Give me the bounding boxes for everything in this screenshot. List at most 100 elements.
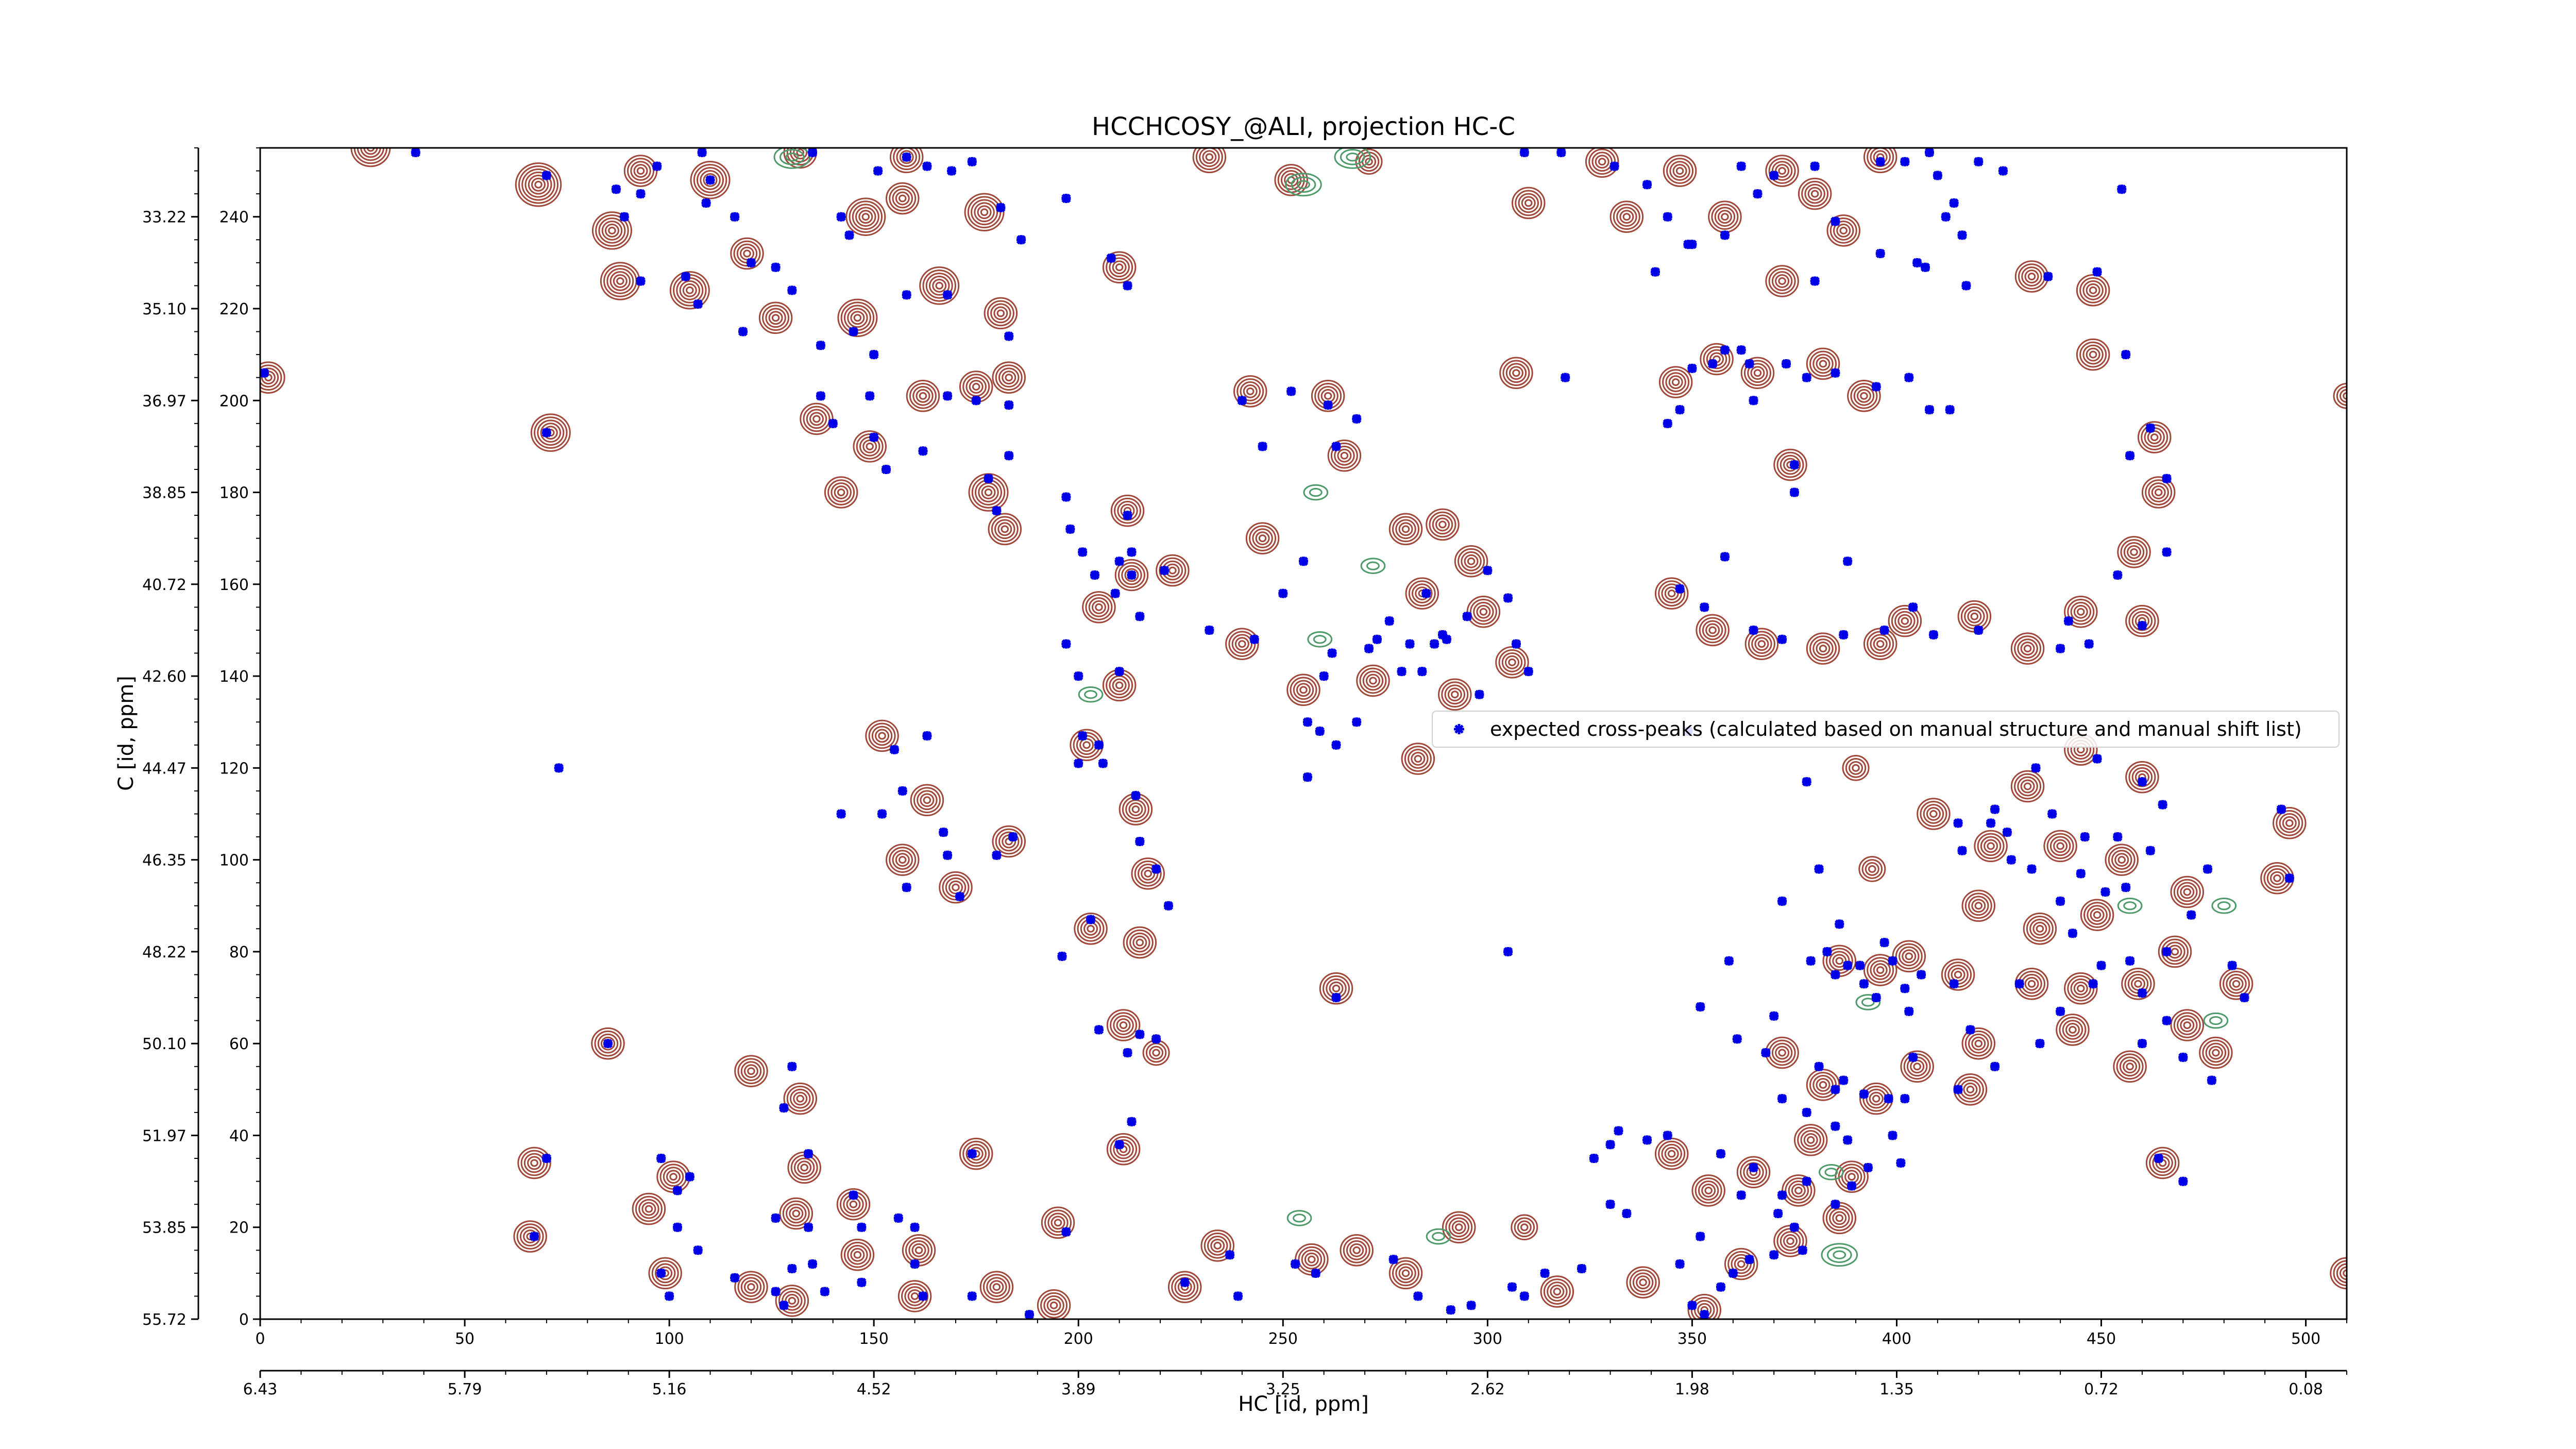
contour-line [1812,353,1834,374]
contour-line [1168,566,1177,575]
contour-line [778,1288,806,1314]
contour-line [1855,994,1881,1010]
expected-cross-peak [787,1062,797,1071]
contour-line [1337,448,1352,463]
expected-cross-peak [1831,368,1840,378]
contour-line [1346,1240,1367,1260]
contour-line [1514,1217,1535,1238]
negative-contour [1360,558,1386,574]
contour-line [2127,545,2142,559]
contour-line [878,732,886,740]
contour-line [1987,842,1995,850]
contour-peak [1106,1009,1141,1041]
contour-line [2093,911,2102,919]
expected-cross-peak [1990,1062,2000,1071]
expected-cross-peak [1884,1094,1893,1104]
expected-cross-peak [1331,992,1341,1003]
expected-cross-peak [2076,869,2086,879]
contour-line [1873,637,1888,651]
contour-line [992,1283,1001,1291]
expected-cross-peak [1904,1006,1914,1016]
contour-peak [1319,972,1353,1005]
y-tick-label: 0 [239,1311,249,1329]
expected-cross-peak [1642,1135,1652,1145]
contour-line [899,150,914,164]
contour-line [971,199,998,226]
expected-cross-peak [2002,828,2012,837]
negative-contour [1819,1164,1844,1181]
contour-line [1751,634,1772,654]
contour-line [1171,1274,1199,1300]
contour-line [1598,158,1606,166]
y-ppm-tick-label: 35.10 [142,300,187,318]
expected-cross-peak [1237,396,1247,406]
contour-line [855,207,876,227]
contour-line [1131,857,1165,890]
expected-cross-peak [1777,634,1787,644]
contour-line [690,161,731,199]
contour-line [2150,433,2159,442]
contour-line [2137,421,2172,453]
contour-line [2073,981,2088,996]
expected-cross-peak [1859,1089,1869,1099]
contour-line [1867,957,1894,983]
expected-cross-peak [1822,947,1832,957]
contour-line [1848,1173,1856,1181]
expected-cross-peak [1561,373,1570,382]
expected-cross-peak [2202,864,2213,874]
expected-cross-peak [1888,1131,1897,1140]
expected-cross-peak [2125,451,2135,461]
contour-line [1613,204,1640,230]
contour-line [1511,187,1546,220]
expected-cross-peak [656,1268,666,1278]
contour-line [679,280,701,300]
contour-peak [734,1271,768,1303]
expected-cross-peak [1511,639,1521,649]
expected-cross-peak [2100,887,2110,897]
contour-line [1451,690,1459,699]
contour-line [1255,531,1270,546]
expected-cross-peak [1663,212,1672,222]
contour-line [2056,842,2064,850]
contour-peak [2023,913,2057,945]
x-ppm-tick-label: 0.72 [2084,1380,2119,1399]
negative-contour [1821,1243,1858,1267]
y-tick-label: 60 [229,1035,249,1053]
contour-line [853,430,887,463]
expected-cross-peak [1875,157,1885,166]
contour-peak [1724,1248,1758,1280]
negative-contour [773,148,811,169]
negative-contour [1855,994,1881,1010]
contour-line [2173,879,2201,905]
contour-line [1454,545,1488,578]
contour-line [1479,608,1488,616]
expected-cross-peak [902,290,911,300]
contour-line [837,488,845,496]
expected-cross-peak [1871,382,1881,392]
expected-cross-peak [1605,1140,1615,1150]
expected-cross-peak [1286,386,1296,396]
x-ppm-tick-label: 6.43 [243,1380,278,1399]
contour-line [1832,954,1847,968]
contour-line [2077,984,2085,992]
x-ppm-tick-label: 2.62 [1470,1380,1505,1399]
contour-line [889,185,917,212]
x-tick-label: 500 [2291,1330,2320,1348]
expected-cross-peak [1675,1259,1685,1269]
contour-line [734,1271,768,1303]
contour-line [517,1147,551,1180]
contour-line [697,167,724,193]
contour-line [1408,580,1436,606]
contour-line [800,1164,808,1172]
contour-line [1816,1077,1831,1092]
contour-line [1821,1243,1858,1267]
contour-line [988,513,1022,546]
contour-line [932,279,947,293]
expected-cross-peak [1114,1140,1124,1150]
contour-line [1455,1223,1463,1232]
y-ppm-tick-label: 50.10 [142,1035,187,1053]
contour-line [1775,164,1790,178]
contour-line [2053,839,2068,853]
contour-line [1793,1124,1828,1156]
expected-cross-peak [828,418,838,428]
